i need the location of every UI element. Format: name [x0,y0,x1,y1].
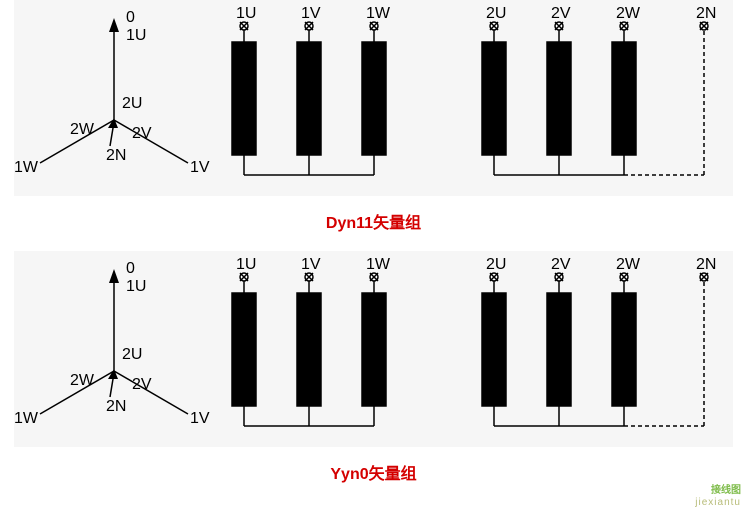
terminal-label-1w: 1W [366,256,391,273]
label-1u: 1U [126,27,146,44]
diagram-yyn0: 0 1U 2U 2V 2W 2N 1V 1W 1U [14,251,733,447]
label-1u: 1U [126,278,146,295]
watermark-line2: jiexiantu [695,497,741,509]
caption-yyn0: Yyn0矢量组 [0,460,747,484]
terminal-label-1v: 1V [301,256,321,273]
caption-dyn11: Dyn11矢量组 [0,209,747,233]
label-2w: 2W [70,372,95,389]
panel-yyn0: 0 1U 2U 2V 2W 2N 1V 1W 1U [14,251,733,452]
terminal-label-1u: 1U [236,5,256,22]
label-2n: 2N [106,398,126,415]
label-1v: 1V [190,159,210,176]
terminal-label-2u: 2U [486,256,506,273]
panel-dyn11: 0 1U 2U 2V 2W 2N 1V 1W 1U [14,0,733,201]
terminal-label-1w: 1W [366,5,391,22]
label-2n: 2N [106,147,126,164]
diagram-dyn11: 0 1U 2U 2V 2W 2N 1V 1W 1U [14,0,733,196]
label-1v: 1V [190,410,210,427]
terminal-label-1v: 1V [301,5,321,22]
label-zero: 0 [126,260,135,277]
label-1w: 1W [14,410,39,427]
terminal-label-2u: 2U [486,5,506,22]
label-2w: 2W [70,121,95,138]
terminal-label-2v: 2V [551,256,571,273]
terminal-label-2v: 2V [551,5,571,22]
watermark-line1: 接线图 [695,485,741,497]
label-2u: 2U [122,346,142,363]
terminal-label-2n: 2N [696,256,716,273]
label-zero: 0 [126,9,135,26]
terminal-label-2n: 2N [696,5,716,22]
label-2u: 2U [122,95,142,112]
label-1w: 1W [14,159,39,176]
label-2v: 2V [132,125,152,142]
label-2v: 2V [132,376,152,393]
watermark: 接线图 jiexiantu [695,485,741,509]
terminal-label-2w: 2W [616,256,641,273]
terminal-label-1u: 1U [236,256,256,273]
terminal-label-2w: 2W [616,5,641,22]
